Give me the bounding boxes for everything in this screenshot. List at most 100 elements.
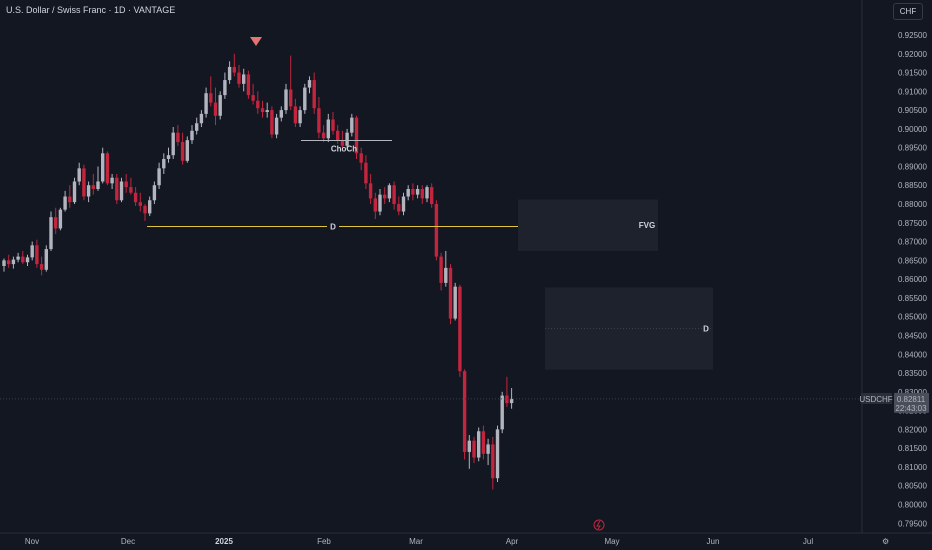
candle-body [246, 74, 251, 96]
candle-body [444, 267, 448, 283]
price-tick-label: 0.89000 [898, 162, 927, 171]
candle-body [68, 196, 72, 203]
candle-body [354, 117, 359, 154]
time-tick-label: Nov [25, 537, 39, 546]
candle-body [462, 371, 467, 452]
time-tick-label: May [604, 537, 619, 546]
price-tick-label: 0.80000 [898, 501, 927, 510]
candle-body [227, 66, 232, 81]
price-tick-label: 0.92000 [898, 50, 927, 59]
symbol-tag: USDCHF [859, 395, 892, 404]
choch-label: ChoCh [331, 145, 357, 154]
candle-body [387, 185, 392, 199]
candle-body [2, 260, 6, 266]
candle-body [21, 256, 25, 263]
candle-body [317, 108, 321, 133]
candle-body [7, 260, 11, 265]
candle-body [157, 168, 161, 186]
candle-body [270, 110, 274, 135]
candle-body [54, 217, 58, 229]
candle-body [284, 89, 288, 111]
time-axis[interactable]: Nov Dec 2025 Feb Mar Apr May Jun Jul ⚙ [0, 532, 932, 546]
candle-body [16, 256, 20, 260]
price-tick-label: 0.81500 [898, 444, 927, 453]
candle-body [195, 123, 199, 131]
candle-body [91, 185, 95, 189]
candle-body [472, 440, 476, 458]
price-tick-label: 0.84500 [898, 331, 927, 340]
candle-body [415, 188, 420, 195]
candle-body [260, 108, 265, 112]
candle-body [129, 187, 133, 193]
candle-body [237, 72, 241, 84]
candle-body [213, 102, 218, 116]
candle-body [82, 168, 86, 197]
candle-body [105, 153, 110, 184]
candle-body [143, 205, 147, 214]
zones-layer: FVG D [518, 199, 713, 370]
candle-body [30, 245, 34, 258]
candle-body [148, 200, 152, 214]
price-tick-label: 0.88000 [898, 200, 927, 209]
time-tick-label: Apr [506, 537, 519, 546]
candle-body [39, 264, 44, 270]
price-tick-label: 0.86500 [898, 256, 927, 265]
price-tag-value: 0.82811 [897, 395, 926, 404]
candle-body [298, 110, 302, 124]
candle-body [86, 185, 91, 197]
candle-body [495, 429, 500, 479]
currency-button[interactable]: CHF [893, 3, 923, 20]
candle-body [439, 256, 443, 283]
price-tick-label: 0.86000 [898, 275, 927, 284]
price-tick-label: 0.89500 [898, 144, 927, 153]
axis-settings-icon: ⚙ [882, 537, 889, 546]
symbol-tag-bg [861, 392, 892, 404]
candle-body [303, 87, 307, 111]
candle-body [96, 181, 100, 189]
candle-body [204, 93, 208, 114]
candle-body [124, 181, 128, 188]
candle-body [119, 181, 124, 201]
candle-body [481, 431, 486, 454]
price-tick-label: 0.83000 [898, 388, 927, 397]
price-tick-label: 0.83500 [898, 369, 927, 378]
price-axis[interactable]: 0.92500 0.92000 0.91500 0.91000 0.90500 0.900… [861, 0, 927, 533]
candle-body [162, 158, 166, 169]
candle-body [185, 140, 189, 161]
candle-body [293, 106, 298, 124]
candle-body [180, 142, 185, 161]
candle-body [364, 162, 368, 184]
lightning-bolt [596, 520, 601, 530]
candle-body [199, 113, 204, 124]
candle-body [336, 130, 340, 141]
candle-body [289, 89, 293, 107]
candle-body [11, 259, 16, 265]
price-tick-label: 0.90500 [898, 106, 927, 115]
candle-body [176, 132, 180, 143]
d-level-label: D [330, 223, 336, 232]
candle-body [505, 395, 509, 404]
time-tick-label: Dec [121, 537, 135, 546]
candle-body [101, 153, 105, 182]
candle-body [218, 95, 222, 116]
candle-body [420, 188, 424, 199]
price-tick-label: 0.85500 [898, 294, 927, 303]
candle-body [63, 196, 67, 210]
candle-body [133, 192, 138, 203]
candle-body [500, 395, 504, 430]
candle-body [430, 187, 434, 205]
price-tick-label: 0.82000 [898, 425, 927, 434]
price-tick-label: 0.84000 [898, 350, 927, 359]
candle-body [491, 444, 495, 479]
price-tick-label: 0.90000 [898, 125, 927, 134]
fvg-label: FVG [639, 221, 655, 230]
candle-body [44, 249, 48, 270]
candle-body [58, 209, 63, 229]
candle-body [115, 177, 119, 201]
time-tick-label: Feb [317, 537, 331, 546]
candle-body [138, 202, 142, 206]
candle-body [331, 119, 335, 131]
d-label-bg [327, 221, 339, 232]
